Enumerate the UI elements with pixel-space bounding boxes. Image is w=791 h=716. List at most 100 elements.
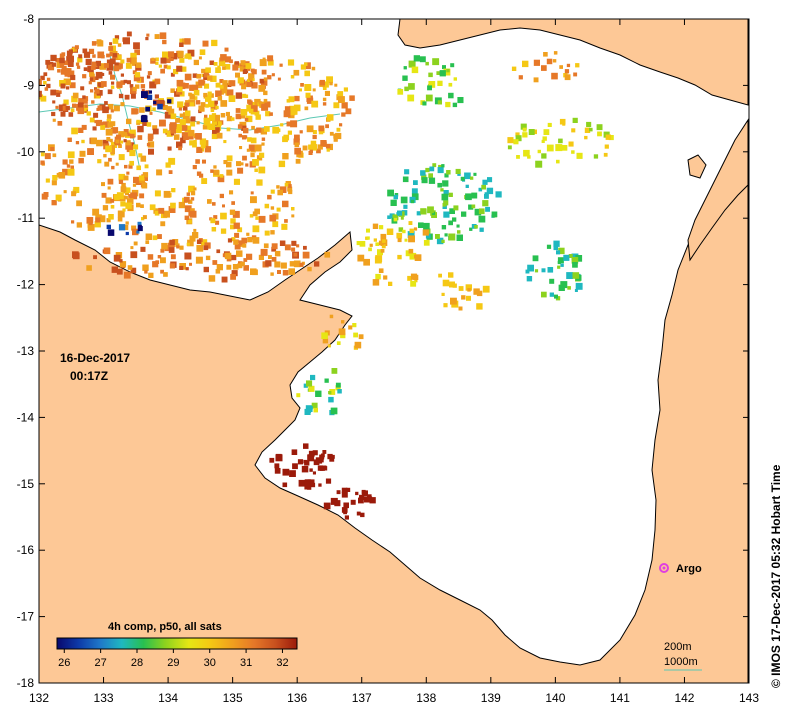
sst-pixel: [251, 82, 258, 89]
sst-pixel: [118, 144, 122, 148]
sst-pixel: [330, 407, 338, 415]
sst-pixel: [178, 146, 182, 151]
sst-pixel: [216, 264, 223, 271]
sst-pixel: [408, 60, 416, 68]
sst-pixel: [83, 108, 87, 112]
sst-pixel: [566, 272, 574, 279]
sst-pixel: [233, 239, 239, 245]
sst-pixel: [154, 94, 159, 99]
sst-pixel: [317, 144, 323, 150]
sst-pixel: [403, 204, 408, 209]
sst-pixel: [130, 251, 138, 259]
sst-pixel: [460, 176, 465, 181]
sst-pixel: [154, 78, 161, 85]
sst-pixel: [43, 81, 47, 85]
lon-tick-label: 137: [352, 691, 372, 705]
sst-pixel: [304, 408, 311, 415]
sst-pixel: [249, 108, 254, 114]
sst-pixel: [237, 263, 243, 269]
sst-pixel: [130, 93, 136, 99]
sst-pixel: [104, 101, 108, 105]
time-label: 00:17Z: [70, 369, 108, 383]
sst-pixel: [336, 341, 341, 345]
sst-pixel: [571, 128, 576, 133]
sst-pixel: [329, 81, 333, 86]
sst-pixel: [259, 152, 265, 158]
sst-pixel: [152, 128, 159, 135]
sst-pixel: [125, 221, 129, 225]
sst-pixel: [402, 229, 406, 234]
sst-pixel: [271, 73, 275, 77]
sst-pixel: [137, 125, 144, 133]
sst-pixel: [236, 161, 241, 167]
sst-pixel: [219, 174, 224, 178]
sst-pixel: [303, 443, 309, 449]
sst-pixel: [196, 239, 202, 244]
sst-pixel: [109, 58, 116, 65]
sst-pixel: [306, 97, 314, 104]
sst-pixel: [341, 112, 346, 117]
sst-pixel: [162, 51, 169, 59]
sst-pixel: [199, 139, 205, 145]
sst-pixel: [166, 65, 171, 70]
sst-pixel: [324, 378, 329, 383]
sst-pixel: [263, 77, 268, 81]
sst-pixel: [116, 192, 124, 200]
sst-pixel: [101, 54, 105, 59]
sst-pixel: [103, 247, 111, 255]
sst-pixel: [518, 75, 523, 80]
sst-pixel: [126, 31, 132, 37]
sst-pixel: [142, 172, 149, 178]
sst-pixel: [571, 257, 579, 264]
sst-pixel: [130, 267, 137, 274]
sst-pixel: [108, 46, 114, 51]
sst-pixel: [442, 279, 450, 287]
sst-pixel: [367, 496, 373, 502]
sst-pixel: [267, 55, 274, 62]
sst-pixel: [117, 216, 123, 222]
sst-pixel: [107, 178, 114, 185]
sst-pixel: [251, 125, 255, 130]
sst-pixel: [573, 72, 578, 77]
sst-pixel: [254, 110, 260, 116]
sst-pixel: [161, 242, 168, 250]
sst-pixel: [377, 249, 383, 256]
sst-data-layer: [39, 31, 614, 520]
sst-pixel: [572, 272, 580, 279]
sst-pixel: [440, 188, 444, 192]
sst-pixel: [267, 194, 272, 200]
sst-pixel: [173, 134, 180, 140]
sst-pixel: [95, 76, 99, 80]
sst-pixel: [411, 193, 419, 201]
sst-pixel: [163, 210, 170, 218]
sst-pixel: [205, 67, 211, 73]
sst-pixel: [329, 131, 334, 136]
sst-pixel: [411, 66, 419, 74]
sst-pixel: [65, 68, 72, 74]
sst-pixel: [63, 78, 71, 86]
sst-pixel: [564, 74, 571, 81]
sst-pixel: [449, 281, 455, 288]
sst-pixel: [335, 382, 341, 388]
sst-pixel: [183, 83, 189, 89]
sst-pixel: [118, 179, 124, 184]
sst-pixel: [114, 105, 120, 112]
sst-pixel: [293, 252, 298, 257]
sst-pixel: [140, 115, 148, 123]
sst-pixel: [189, 140, 195, 146]
sst-pixel: [443, 211, 450, 218]
sst-pixel: [557, 260, 561, 265]
sst-pixel: [118, 173, 125, 181]
sst-pixel: [235, 72, 240, 78]
sst-pixel: [303, 245, 307, 250]
sst-pixel: [234, 232, 240, 238]
sst-pixel: [157, 103, 163, 110]
sst-pixel: [555, 296, 561, 301]
colorbar-tick-label: 27: [95, 657, 107, 669]
sst-pixel: [321, 332, 328, 339]
sst-pixel: [82, 48, 88, 54]
sst-pixel: [184, 54, 189, 59]
sst-pixel: [556, 250, 561, 255]
sst-pixel: [181, 66, 187, 72]
sst-pixel: [160, 68, 165, 74]
